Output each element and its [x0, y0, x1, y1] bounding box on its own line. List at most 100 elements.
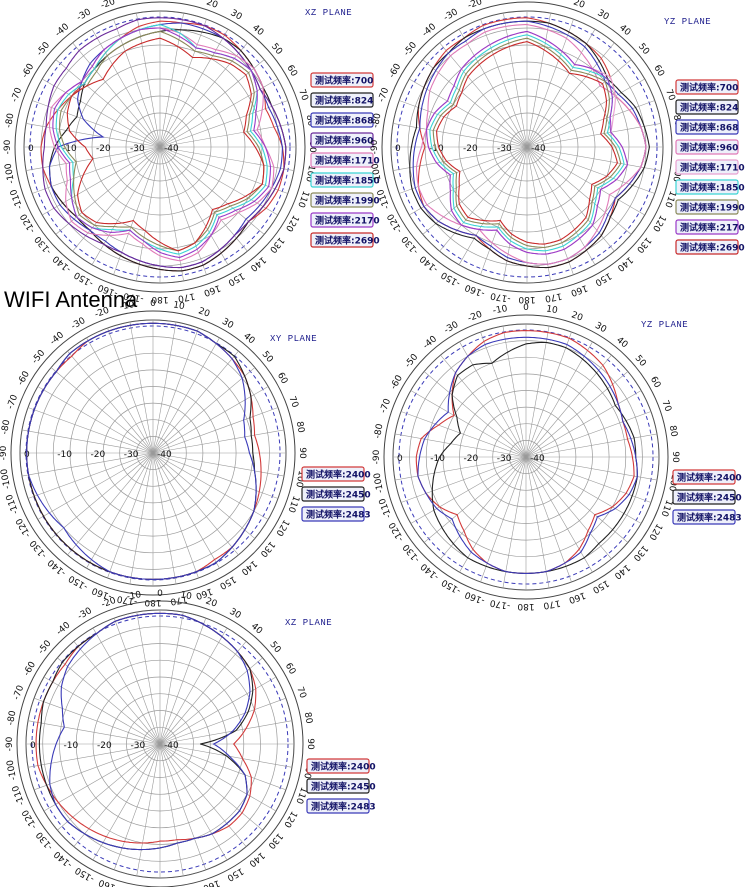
angle-tick-label: -140 [46, 557, 68, 578]
radial-label: -20 [463, 144, 478, 154]
grid-spoke [525, 456, 629, 543]
grid-spoke [152, 321, 177, 454]
grid-spoke [152, 327, 199, 454]
grid-spoke [159, 720, 293, 745]
grid-spoke [480, 19, 528, 148]
grid-spoke [480, 331, 527, 458]
legend-item-label: 测试频率:824 [680, 102, 738, 114]
grid-spoke [37, 452, 154, 520]
radial-label: -30 [124, 450, 139, 460]
radial-label: -20 [96, 144, 111, 154]
legend-item-box [675, 79, 739, 95]
series-curve-2450 [38, 612, 254, 851]
angle-tick-label: -100 [373, 472, 386, 494]
legend-item-label: 测试频率:2450 [306, 489, 371, 501]
legend-item-box [310, 72, 374, 88]
series-curve-2170 [425, 30, 629, 255]
scale-rim [383, 314, 669, 600]
grid-spoke [422, 146, 528, 235]
angle-tick-label: 40 [617, 23, 632, 38]
grid-spoke [159, 146, 184, 281]
angle-tick-label: 80 [302, 711, 314, 724]
grid-spoke [409, 146, 528, 216]
legend-item-label: 测试频率:700 [680, 82, 738, 94]
grid-spoke [459, 456, 527, 573]
angle-tick-label: -150 [439, 269, 462, 288]
legend-item-label: 测试频率:824 [315, 95, 373, 107]
grid-spoke [152, 452, 199, 579]
radial-label: -10 [57, 450, 72, 460]
grid-spoke [480, 456, 527, 583]
angle-tick-label: -90 [372, 449, 382, 464]
grid-spoke [525, 354, 612, 458]
radial-label: 0 [397, 454, 403, 464]
legend-item-box [310, 112, 374, 128]
grid-spoke [409, 78, 528, 148]
legend-item-box [675, 139, 739, 155]
angle-tick-label: 130 [267, 235, 286, 255]
angle-tick-label: -150 [67, 572, 90, 591]
legend-item-label: 测试频率:2483 [677, 512, 742, 524]
plot-title: YZ PLANE [641, 320, 688, 330]
grid-spoke [159, 29, 229, 148]
angle-tick-label: -130 [34, 829, 55, 851]
grid-spoke [526, 100, 655, 148]
angle-tick-label: 70 [659, 399, 672, 413]
angle-tick-label: 70 [296, 88, 309, 102]
grid-spoke [159, 59, 265, 148]
angle-tick-label: 170 [542, 597, 561, 610]
angle-tick-label: 80 [667, 425, 679, 438]
angle-tick-label: -80 [6, 710, 18, 726]
grid-spoke [526, 59, 632, 148]
grid-spoke [159, 743, 207, 871]
angle-tick-label: -150 [440, 576, 463, 595]
grid-spoke [526, 42, 615, 148]
angle-tick-label: -100 [371, 162, 384, 184]
legend-item-box [672, 489, 736, 505]
grid-spoke [55, 59, 161, 148]
angle-tick-label: -130 [400, 233, 421, 255]
polar-chart-2: 0102030405060708090100110120130140150160… [370, 0, 745, 304]
radial-label: -30 [131, 741, 146, 751]
grid-spoke [152, 452, 285, 477]
grid-spoke [525, 390, 642, 458]
angle-tick-label: 120 [650, 213, 667, 233]
grid-spoke [32, 146, 161, 194]
angle-tick-label: 50 [269, 42, 284, 57]
legend-item-label: 测试频率:1990 [315, 195, 380, 207]
angle-tick-label: 40 [614, 335, 629, 350]
grid-spoke [37, 386, 154, 454]
angle-tick-label: -80 [4, 112, 16, 128]
grid-spoke [50, 452, 154, 539]
angle-tick-label: -60 [16, 369, 32, 387]
angle-tick-label: -80 [371, 112, 383, 128]
angle-tick-label: 80 [294, 421, 306, 434]
grid-spoke [92, 743, 161, 861]
angle-tick-label: 170 [544, 290, 563, 303]
grid-spoke [152, 367, 256, 454]
grid-spoke [27, 743, 161, 768]
radial-label: -30 [497, 454, 512, 464]
angle-tick-label: 50 [636, 42, 651, 57]
angle-tick-label: -90 [5, 736, 15, 751]
legend-item-box [675, 199, 739, 215]
legend-item-box [672, 469, 736, 485]
radial-label: -40 [531, 144, 546, 154]
angle-tick-label: -50 [403, 352, 420, 370]
angle-tick-label: -110 [5, 492, 21, 515]
angle-tick-label: -120 [387, 520, 406, 543]
angle-tick-label: 130 [634, 235, 653, 255]
scale-rim [10, 310, 296, 596]
grid-spoke [440, 456, 527, 560]
grid-spoke [399, 100, 528, 148]
angle-tick-label: 40 [241, 331, 256, 346]
angle-tick-label: -50 [402, 40, 419, 58]
angle-tick-label: -110 [11, 784, 27, 807]
legend-item-box [675, 159, 739, 175]
angle-tick-label: -120 [386, 211, 405, 234]
section-title: WIFI Antenna [4, 287, 138, 312]
angle-tick-label: 20 [570, 310, 584, 323]
grid-spoke [526, 29, 596, 148]
radial-label: -30 [497, 144, 512, 154]
